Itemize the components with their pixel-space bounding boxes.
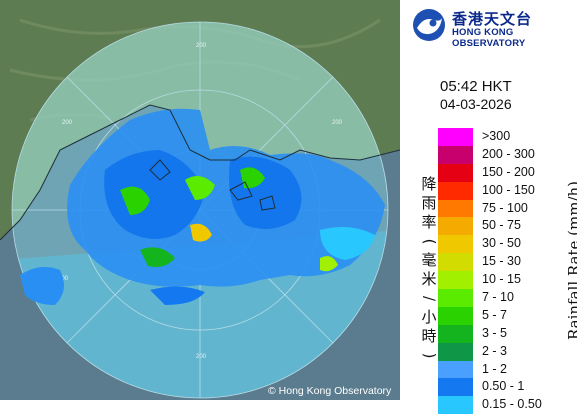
legend-swatch bbox=[438, 163, 473, 182]
legend-swatch bbox=[438, 396, 473, 414]
legend-swatch bbox=[438, 271, 473, 290]
legend-label: 7 - 10 bbox=[482, 290, 514, 305]
coastline bbox=[0, 104, 400, 241]
legend-title-cn-char: 米 bbox=[421, 270, 437, 288]
legend-row: 7 - 10 bbox=[438, 289, 577, 307]
legend-swatch bbox=[438, 306, 473, 325]
legend-label: 0.15 - 0.50 bbox=[482, 397, 542, 412]
range-label: 200 bbox=[62, 120, 73, 126]
radar-map: 200 200 200 200 200 © Hong Kong Observat… bbox=[0, 0, 400, 400]
legend-label: 200 - 300 bbox=[482, 146, 535, 161]
legend-label: 2 - 3 bbox=[482, 343, 508, 358]
range-label: 200 bbox=[196, 43, 207, 49]
legend-title-en: Rainfall Rate (mm/h) bbox=[565, 180, 577, 340]
legend-swatch bbox=[438, 360, 473, 379]
legend-label: 100 - 150 bbox=[482, 182, 535, 197]
legend-row: 100 - 150 bbox=[438, 181, 577, 200]
legend-swatch bbox=[438, 378, 473, 397]
legend-row: 15 - 30 bbox=[438, 253, 577, 272]
legend-title-cn-char: 降 bbox=[421, 175, 437, 193]
legend-title-cn-char: 時 bbox=[421, 327, 437, 345]
legend-swatch bbox=[438, 145, 473, 164]
legend-label: 15 - 30 bbox=[482, 254, 521, 269]
legend-label: 0.50 - 1 bbox=[482, 379, 525, 394]
org-name-cn: 香港天文台 bbox=[452, 10, 533, 28]
legend-swatch bbox=[438, 235, 473, 254]
legend-title-cn-char: 小 bbox=[421, 308, 437, 326]
legend-title-cn-char: ) bbox=[420, 352, 439, 359]
legend-panel: 香港天文台 HONG KONG OBSERVATORY 05:42 HKT 04… bbox=[400, 0, 577, 414]
legend-row: 75 - 100 bbox=[438, 199, 577, 218]
rain-echoes bbox=[20, 108, 385, 305]
legend-row: >300 bbox=[438, 128, 577, 146]
range-label: 200 bbox=[332, 120, 343, 126]
legend-label: 10 - 15 bbox=[482, 272, 521, 287]
legend-swatch bbox=[438, 342, 473, 361]
islands bbox=[149, 159, 276, 211]
legend-row: 150 - 200 bbox=[438, 163, 577, 182]
legend-row: 0.50 - 1 bbox=[438, 378, 577, 397]
observation-date: 04-03-2026 bbox=[440, 96, 512, 112]
legend-swatch bbox=[438, 181, 473, 200]
legend-swatch bbox=[438, 199, 473, 218]
legend-row: 200 - 300 bbox=[438, 145, 577, 164]
legend-title-cn-char: ( bbox=[420, 238, 439, 245]
range-label: 200 bbox=[58, 276, 69, 282]
legend-row: 2 - 3 bbox=[438, 342, 577, 361]
legend-swatch bbox=[438, 128, 473, 146]
legend-swatch bbox=[438, 289, 473, 307]
copyright-text: © Hong Kong Observatory bbox=[268, 385, 392, 397]
range-label: 200 bbox=[196, 354, 207, 360]
observation-time: 05:42 HKT bbox=[440, 78, 512, 95]
legend-label: 3 - 5 bbox=[482, 325, 508, 340]
legend-row: 10 - 15 bbox=[438, 271, 577, 290]
legend-label: 1 - 2 bbox=[482, 361, 508, 376]
legend-row: 30 - 50 bbox=[438, 235, 577, 254]
legend-title-cn-char: 率 bbox=[421, 213, 437, 231]
legend-label: 5 - 7 bbox=[482, 307, 508, 322]
legend-row: 5 - 7 bbox=[438, 306, 577, 325]
legend-title-cn-char: 毫 bbox=[421, 251, 437, 269]
hko-logo: 香港天文台 HONG KONG OBSERVATORY bbox=[412, 8, 572, 49]
legend-swatch bbox=[438, 217, 473, 236]
legend-title-cn-char: 雨 bbox=[421, 194, 437, 212]
legend-row: 50 - 75 bbox=[438, 217, 577, 236]
legend-title-cn-char: / bbox=[420, 295, 439, 302]
legend-title-cn: 降雨率 ( 毫米 / 小時) bbox=[419, 175, 439, 365]
legend-row: 0.15 - 0.50 bbox=[438, 396, 577, 414]
legend-label: 30 - 50 bbox=[482, 236, 521, 251]
legend-row: 1 - 2 bbox=[438, 360, 577, 379]
legend-row: 3 - 5 bbox=[438, 324, 577, 343]
legend-label: >300 bbox=[482, 129, 511, 143]
legend-label: 150 - 200 bbox=[482, 164, 535, 179]
legend-label: 75 - 100 bbox=[482, 200, 528, 215]
legend-label: 50 - 75 bbox=[482, 218, 521, 233]
org-name-en: HONG KONG OBSERVATORY bbox=[452, 27, 526, 49]
legend-swatch bbox=[438, 253, 473, 272]
rainfall-legend: >300 200 - 300 150 - 200 100 - 150 75 - 100 5… bbox=[438, 128, 577, 414]
hko-logo-icon bbox=[413, 9, 445, 41]
legend-swatch bbox=[438, 324, 473, 343]
